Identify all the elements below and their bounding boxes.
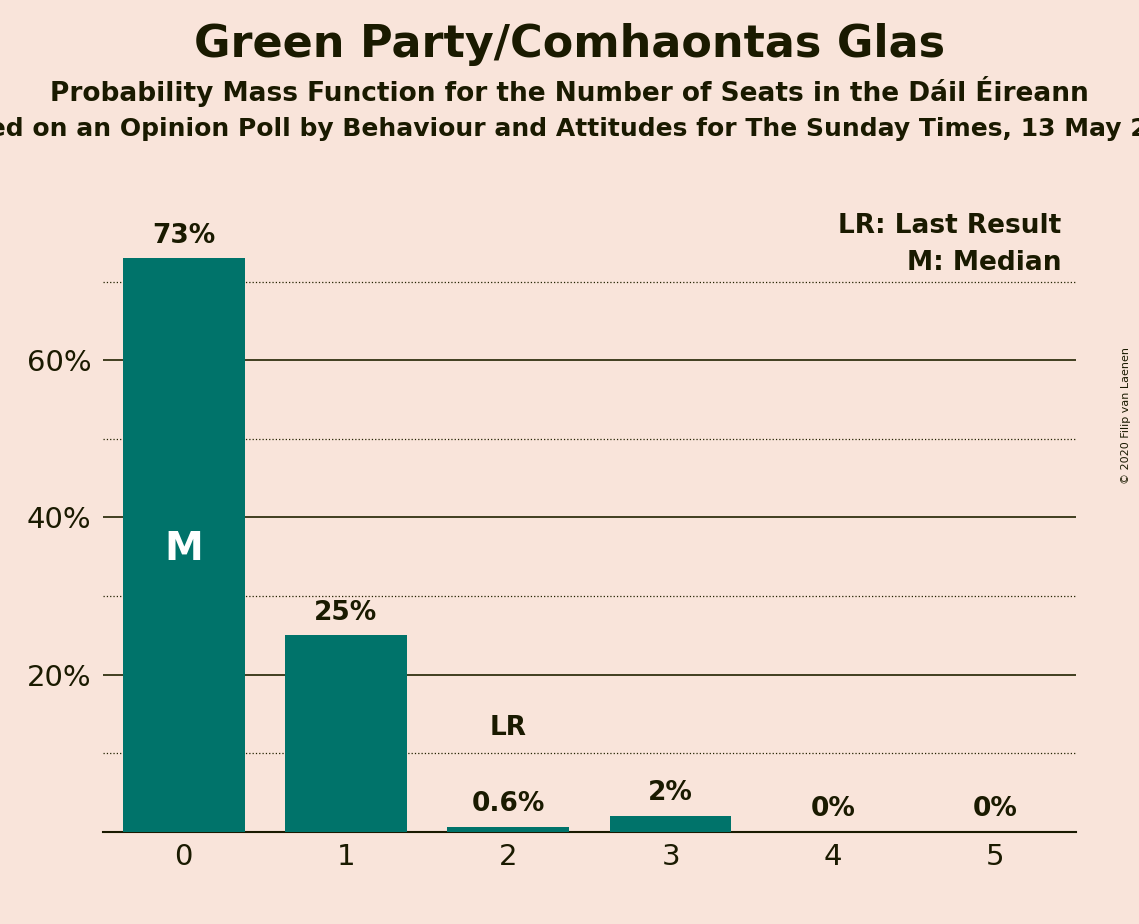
Text: M: M bbox=[164, 529, 203, 568]
Text: 2%: 2% bbox=[648, 781, 693, 807]
Text: 0.6%: 0.6% bbox=[472, 792, 544, 818]
Text: 25%: 25% bbox=[314, 600, 378, 626]
Text: © 2020 Filip van Laenen: © 2020 Filip van Laenen bbox=[1121, 347, 1131, 484]
Bar bbox=[123, 258, 245, 832]
Text: LR: LR bbox=[490, 715, 526, 741]
Text: LR: Last Result: LR: Last Result bbox=[838, 213, 1062, 238]
Text: Green Party/Comhaontas Glas: Green Party/Comhaontas Glas bbox=[194, 23, 945, 67]
Bar bbox=[285, 636, 407, 832]
Text: Probability Mass Function for the Number of Seats in the Dáil Éireann: Probability Mass Function for the Number… bbox=[50, 76, 1089, 107]
Text: 73%: 73% bbox=[151, 223, 215, 249]
Text: M: Median: M: Median bbox=[908, 250, 1062, 276]
Text: Based on an Opinion Poll by Behaviour and Attitudes for The Sunday Times, 13 May: Based on an Opinion Poll by Behaviour an… bbox=[0, 117, 1139, 141]
Bar bbox=[609, 816, 731, 832]
Bar bbox=[448, 827, 570, 832]
Text: 0%: 0% bbox=[973, 796, 1017, 822]
Text: 0%: 0% bbox=[811, 796, 855, 822]
